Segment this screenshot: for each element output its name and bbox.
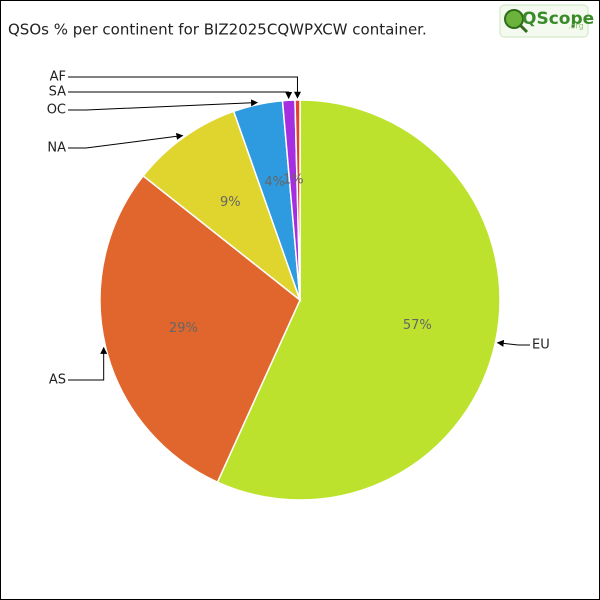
category-label: OC [47,103,66,118]
logo-suffix: .org [568,22,584,31]
logo-icon [504,9,524,29]
category-label: AF [50,70,66,85]
slice-label: 1% [283,173,304,188]
slice-label: 57% [403,318,432,333]
pie-slice [142,110,302,303]
logo-handle [518,23,529,34]
pie-slice [216,99,501,501]
logo-text: QScope [522,9,594,29]
leader-line [496,339,530,347]
slice-label: 29% [169,321,198,336]
leader-line [68,91,293,100]
category-label: AS [49,373,66,388]
pie-slice [294,99,301,301]
leader-line [68,132,184,149]
leader-line [68,99,259,111]
category-label: SA [49,85,66,100]
leader-line [68,346,108,381]
chart-title: QSOs % per continent for BIZ2025CQWPXCW … [8,21,427,39]
category-label: EU [532,338,550,353]
leader-line [68,76,301,99]
category-label: NA [47,141,66,156]
slice-label: 9% [220,195,241,210]
slice-label: 4% [264,175,285,190]
logo: QScope .org [499,4,594,38]
